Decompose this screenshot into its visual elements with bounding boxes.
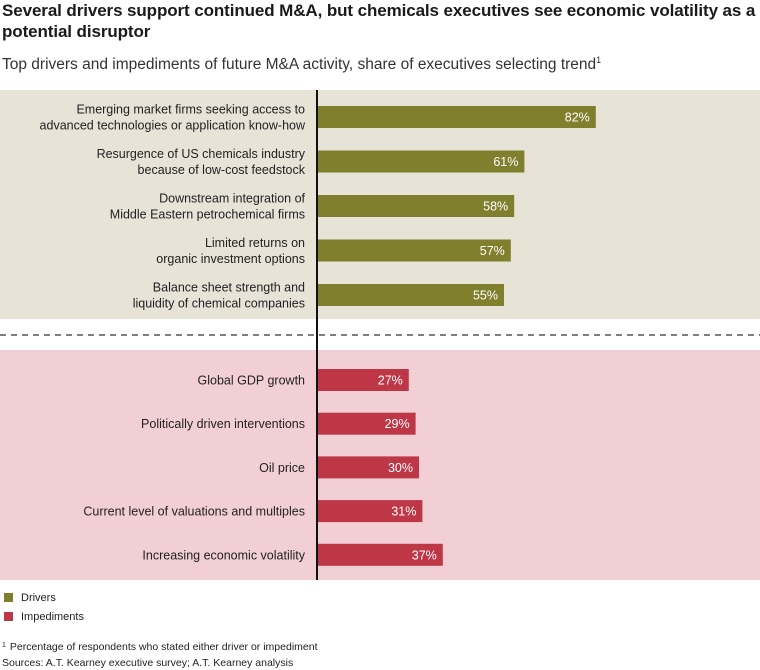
drivers-category-label: because of low-cost feedstock — [138, 163, 306, 177]
impediments-category-label: Oil price — [259, 461, 305, 475]
impediments-category-label: Increasing economic volatility — [142, 548, 305, 562]
impediments-bar — [317, 543, 443, 566]
footnote-text: Percentage of respondents who stated eit… — [9, 641, 318, 653]
drivers-category-label: Limited returns on — [205, 236, 305, 250]
drivers-value-label: 82% — [565, 111, 590, 125]
drivers-category-label: liquidity of chemical companies — [133, 297, 305, 311]
drivers-category-label: Middle Eastern petrochemical firms — [110, 208, 305, 222]
legend-drivers-swatch — [4, 593, 13, 602]
footnote: 1 Percentage of respondents who stated ei… — [2, 641, 318, 653]
chart-title: Several drivers support continued M&A, b… — [2, 1, 756, 41]
drivers-bar — [317, 150, 525, 173]
drivers-value-label: 58% — [483, 200, 508, 214]
drivers-bar — [317, 284, 504, 306]
impediments-bar — [317, 412, 416, 435]
drivers-category-label: Resurgence of US chemicals industry — [97, 147, 306, 161]
drivers-bar — [317, 239, 511, 262]
drivers-value-label: 55% — [473, 289, 498, 303]
impediments-value-label: 29% — [385, 417, 410, 431]
impediments-value-label: 31% — [391, 505, 416, 519]
legend-impediments-swatch — [4, 612, 13, 621]
bar-chart: 82% Emerging market firms seeking access … — [0, 90, 760, 580]
drivers-bar — [317, 195, 515, 217]
impediments-value-label: 30% — [388, 461, 413, 475]
drivers-value-label: 61% — [493, 155, 518, 169]
impediments-category-label: Politically driven interventions — [141, 417, 305, 431]
legend-drivers-label: Drivers — [21, 592, 56, 604]
legend-impediments-label: Impediments — [21, 611, 84, 623]
chart-subtitle: Top drivers and impediments of future M&… — [2, 50, 758, 75]
impediments-bar — [317, 500, 423, 523]
drivers-category-label: organic investment options — [156, 252, 305, 266]
impediments-category-label: Global GDP growth — [198, 374, 306, 388]
drivers-category-label: Downstream integration of — [159, 192, 305, 206]
impediments-value-label: 27% — [378, 374, 403, 388]
impediments-bar — [317, 369, 409, 391]
sources: Sources: A.T. Kearney executive survey; … — [2, 657, 294, 669]
drivers-category-label: Balance sheet strength and — [153, 281, 305, 295]
legend-drivers: Drivers — [4, 592, 56, 604]
subtitle-footnote-marker: 1 — [596, 55, 602, 65]
drivers-value-label: 57% — [480, 244, 505, 258]
legend-impediments: Impediments — [4, 611, 84, 623]
impediments-category-label: Current level of valuations and multiple… — [83, 505, 305, 519]
footnote-marker: 1 — [2, 642, 6, 649]
drivers-bar — [317, 106, 596, 128]
drivers-category-label: advanced technologies or application kno… — [40, 119, 306, 133]
subtitle-text: Top drivers and impediments of future M&… — [2, 56, 597, 73]
impediments-value-label: 37% — [412, 548, 437, 562]
drivers-category-label: Emerging market firms seeking access to — [76, 103, 305, 117]
impediments-bar — [317, 456, 419, 479]
